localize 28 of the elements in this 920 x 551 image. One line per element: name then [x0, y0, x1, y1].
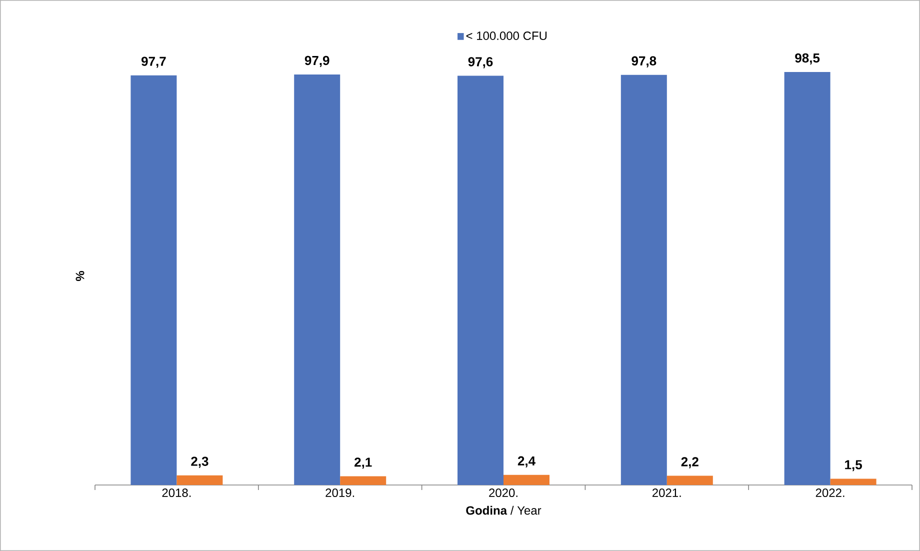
bar	[666, 476, 713, 485]
bar	[176, 475, 223, 485]
data-label: 97,8	[632, 56, 656, 68]
bar	[620, 74, 667, 485]
x-tick-label: 2022.	[816, 488, 844, 498]
data-label: 2,4	[518, 456, 536, 468]
bar	[340, 476, 386, 485]
bar	[130, 75, 177, 485]
data-label: 97,6	[468, 57, 493, 68]
x-tick-label: 2019.	[326, 488, 354, 498]
data-label: 2,1	[354, 458, 372, 469]
data-label: 2,3	[191, 456, 208, 468]
bar	[294, 74, 340, 485]
data-label: 1,5	[845, 460, 862, 472]
data-label: 98,5	[795, 53, 820, 64]
bar	[458, 76, 504, 485]
data-label: 97,9	[304, 56, 330, 67]
x-tick-label: 2020.	[489, 488, 518, 498]
legend-label: < 100.000 CFU	[466, 32, 547, 40]
x-axis-title: Godina / Year	[466, 506, 542, 515]
y-axis-title: %	[76, 270, 84, 282]
bar	[830, 478, 876, 485]
bar	[784, 72, 830, 485]
data-label: 2,2	[681, 457, 698, 468]
x-tick-label: 2021.	[652, 488, 681, 498]
data-label: 97,7	[142, 56, 166, 68]
x-tick-label: 2018.	[162, 488, 191, 498]
bar	[504, 474, 550, 485]
